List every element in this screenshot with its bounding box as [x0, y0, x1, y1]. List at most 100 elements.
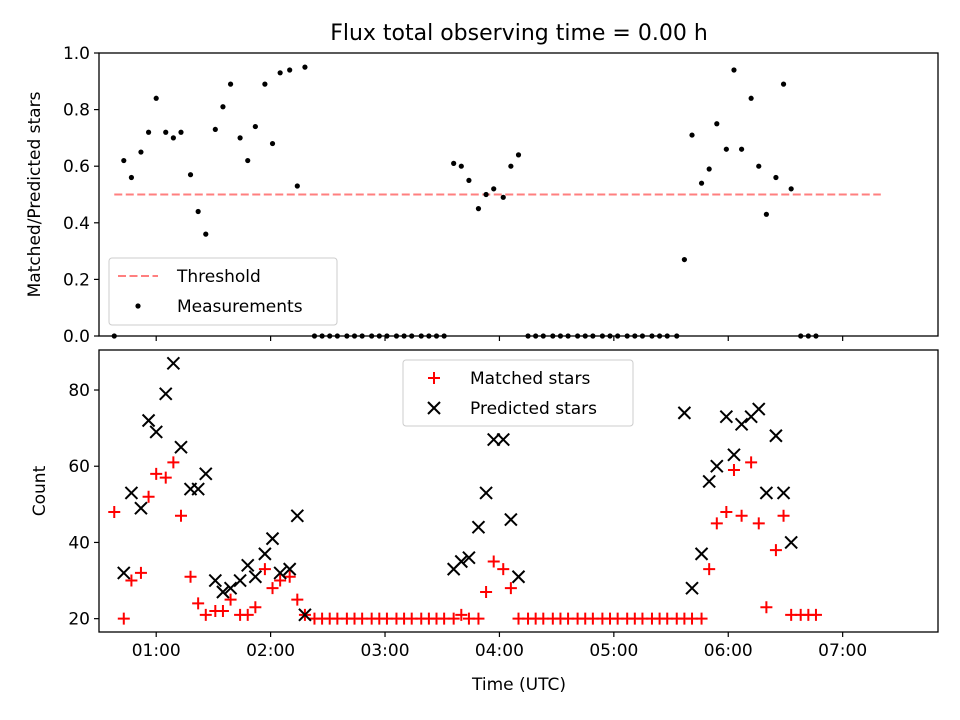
predicted-star-point — [710, 459, 724, 473]
measurement-point — [731, 67, 737, 73]
measurement-point — [706, 166, 712, 172]
count-y-axis: 20 40 60 80 — [68, 381, 99, 630]
matched-star-point — [174, 509, 187, 522]
predicted-star-point — [685, 581, 699, 595]
threshold-legend-label: Threshold — [176, 267, 261, 287]
measurement-point — [780, 81, 787, 87]
matched-star-point — [291, 593, 304, 606]
predicted-star-point — [479, 486, 493, 500]
predicted-star-point — [504, 512, 518, 527]
matched-star-point — [760, 601, 773, 614]
predicted-star-point — [776, 486, 791, 500]
x-tick-label: 05:00 — [589, 641, 638, 661]
measurement-point — [681, 256, 687, 263]
measurement-point — [128, 174, 135, 181]
predicted-star-point — [290, 509, 305, 523]
matched-star-point — [167, 456, 180, 469]
ratio-x-ticks — [155, 336, 844, 341]
count-marks — [108, 356, 822, 625]
measurement-point — [698, 180, 705, 186]
predicted-star-point — [258, 547, 272, 561]
matched-star-point — [504, 582, 517, 595]
predicted-star-point — [233, 573, 247, 588]
count-legend[interactable]: Matched stars Predicted stars — [402, 359, 634, 427]
measurement-point — [714, 121, 720, 127]
predicted-star-point — [282, 562, 297, 576]
predicted-star-point — [141, 413, 156, 428]
ratio-y-tick-label: 0.8 — [63, 101, 90, 121]
matched-star-point — [720, 505, 733, 518]
predicted-star-point — [454, 554, 469, 569]
matched-star-point — [745, 456, 758, 469]
matched-star-point — [134, 566, 147, 579]
matched-star-point — [192, 597, 205, 610]
x-tick-label: 02:00 — [246, 641, 295, 661]
measurement-point — [689, 132, 695, 138]
predicted-star-point — [734, 417, 749, 432]
measurement-point — [163, 129, 169, 135]
matched-star-point — [117, 612, 130, 625]
measurement-point — [723, 146, 729, 152]
matched-star-point — [480, 585, 493, 598]
predicted-legend-swatch — [427, 401, 441, 415]
count-x-axis: 01:00 02:00 03:00 04:00 05:00 06:00 07:00 — [132, 632, 867, 661]
matched-star-point — [769, 544, 782, 557]
measurement-point — [302, 64, 308, 70]
measurement-point — [262, 81, 268, 87]
predicted-star-point — [124, 486, 139, 500]
ratio-y-tick-label: 0.4 — [63, 214, 90, 234]
measurement-point — [220, 104, 226, 110]
predicted-star-point — [149, 425, 163, 439]
matched-star-point — [487, 555, 500, 568]
matched-star-point — [199, 608, 212, 621]
matched-star-point — [710, 517, 723, 530]
matched-star-point — [249, 601, 262, 614]
measurement-point — [763, 211, 769, 217]
matched-legend-label: Matched stars — [470, 369, 590, 389]
measurement-point — [475, 206, 482, 212]
matched-star-point — [472, 612, 485, 625]
matched-star-point — [216, 605, 229, 618]
predicted-star-point — [199, 467, 213, 481]
predicted-star-point — [166, 356, 181, 371]
measurement-point — [187, 172, 194, 178]
ratio-legend-box — [108, 257, 338, 326]
x-tick-label: 01:00 — [132, 641, 181, 661]
ratio-y-axis: 0.0 0.2 0.4 0.6 0.8 1.0 — [63, 44, 99, 347]
predicted-star-point — [134, 501, 148, 515]
measurement-point — [145, 129, 152, 135]
predicted-star-point — [677, 406, 692, 420]
count-y-tick-label: 60 — [68, 457, 90, 477]
predicted-star-point — [298, 608, 312, 622]
predicted-star-point — [511, 570, 526, 584]
measurement-point — [738, 146, 745, 152]
measurement-point — [121, 157, 127, 164]
x-tick-label: 07:00 — [818, 641, 867, 661]
predicted-star-point — [159, 387, 173, 401]
matched-star-point — [108, 505, 121, 518]
matched-star-point — [184, 570, 197, 583]
predicted-star-point — [769, 429, 783, 443]
measurement-point — [287, 67, 293, 73]
measurement-point — [773, 174, 779, 181]
predicted-star-point — [216, 585, 230, 599]
predicted-star-point — [496, 432, 510, 447]
predicted-star-point — [208, 573, 223, 588]
predicted-star-point — [752, 402, 766, 416]
measurement-point — [237, 135, 243, 141]
measurement-point — [277, 70, 283, 76]
measurement-point — [138, 149, 144, 155]
measurement-point — [269, 140, 276, 147]
ratio-legend[interactable]: Threshold Measurements — [108, 257, 338, 326]
predicted-star-point — [117, 566, 131, 580]
matched-star-point — [266, 582, 279, 595]
measurement-point — [294, 183, 300, 189]
predicted-star-point — [487, 432, 501, 447]
x-tick-label: 04:00 — [475, 641, 524, 661]
predicted-star-point — [694, 547, 709, 561]
predicted-star-point — [719, 409, 734, 424]
predicted-star-point — [248, 570, 263, 584]
predicted-star-point — [191, 482, 205, 496]
